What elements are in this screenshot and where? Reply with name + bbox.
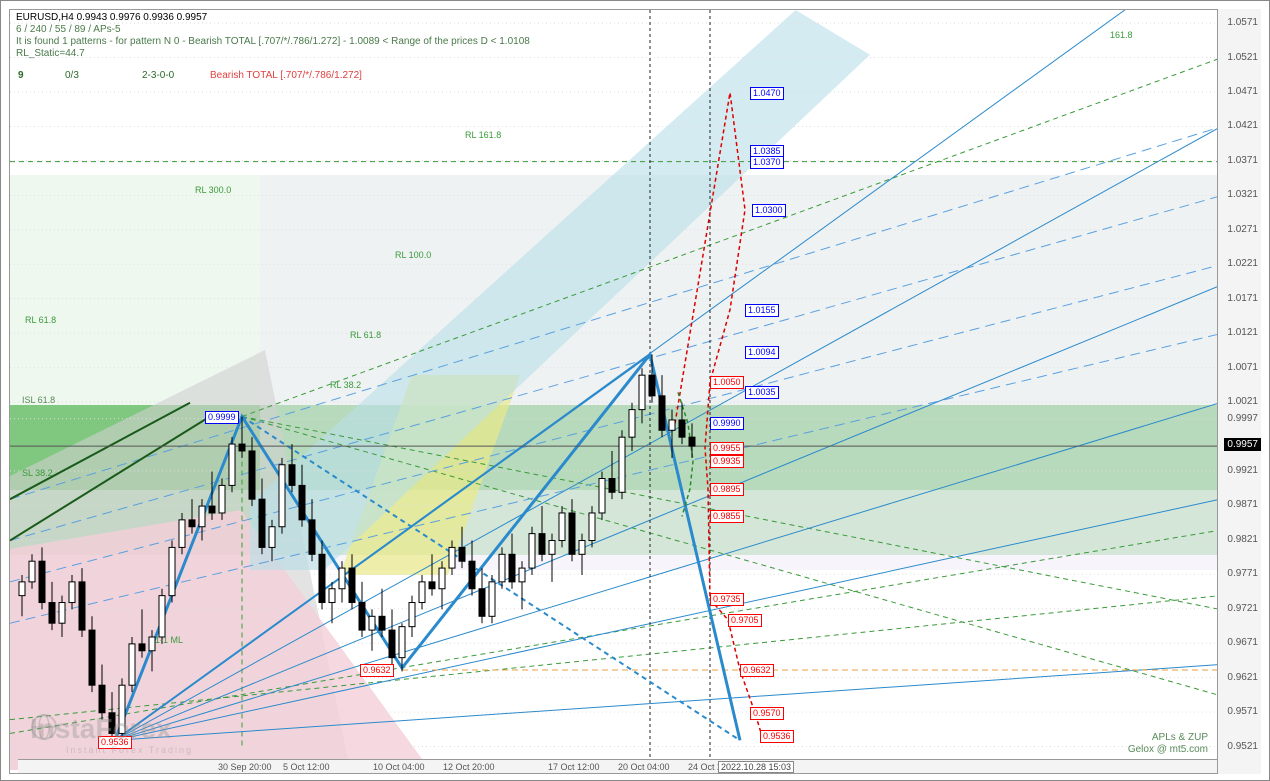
- price-label: 0.9536: [760, 730, 794, 743]
- y-tick: 1.0571: [1227, 17, 1258, 28]
- x-tick: 30 Sep 20:00: [218, 762, 272, 772]
- indicator-03: 0/3: [65, 70, 79, 81]
- x-axis: 30 Sep 20:00 5 Oct 12:00 10 Oct 04:00 12 Oc…: [18, 759, 1228, 773]
- rl-label: RL 100.0: [395, 250, 431, 260]
- price-label: 1.0370: [750, 156, 784, 169]
- plot-area[interactable]: EURUSD,H4 0.9943 0.9976 0.9936 0.9957 6 …: [9, 9, 1219, 774]
- pair-info: EURUSD,H4 0.9943 0.9976 0.9936 0.9957: [16, 12, 207, 23]
- y-tick: 1.0021: [1227, 396, 1258, 407]
- y-tick: 1.0521: [1227, 52, 1258, 63]
- gelox: Gelox @ mt5.com: [1128, 744, 1208, 755]
- rl-label: ISL 61.8: [22, 395, 55, 405]
- y-tick: 0.9671: [1227, 637, 1258, 648]
- price-label: 1.0155: [745, 304, 779, 317]
- y-tick: 1.0421: [1227, 120, 1258, 131]
- date-marker: 2022.10.28 15:03: [718, 761, 794, 773]
- indicator-9: 9: [18, 70, 24, 81]
- rl-label: RL 38.2: [330, 380, 361, 390]
- pattern-info: It is found 1 patterns - for pattern N 0…: [16, 36, 530, 47]
- price-label: 0.9955: [710, 442, 744, 455]
- y-tick: 1.0171: [1227, 293, 1258, 304]
- price-label: 0.9735: [710, 593, 744, 606]
- y-tick: 1.0071: [1227, 362, 1258, 373]
- pattern-label: Bearish TOTAL [.707/*/.786/1.272]: [210, 70, 362, 81]
- chart-container: EURUSD,H4 0.9943 0.9976 0.9936 0.9957 6 …: [0, 0, 1270, 781]
- price-label: 0.9632: [360, 664, 394, 677]
- price-label: 0.9999: [205, 411, 239, 424]
- y-tick: 0.9571: [1227, 706, 1258, 717]
- indicator-2300: 2-3-0-0: [142, 70, 174, 81]
- price-label: 0.9990: [710, 417, 744, 430]
- y-tick: 1.0371: [1227, 155, 1258, 166]
- price-label: 0.9935: [710, 455, 744, 468]
- rl-static: RL_Static=44.7: [16, 48, 85, 59]
- rl-label: RL 61.8: [25, 315, 56, 325]
- price-label: 1.0300: [752, 204, 786, 217]
- y-tick: 0.9997: [1227, 413, 1258, 424]
- price-label: 0.9855: [710, 510, 744, 523]
- y-tick: 1.0271: [1227, 224, 1258, 235]
- price-label: 1.0094: [745, 346, 779, 359]
- x-tick: 12 Oct 20:00: [443, 762, 495, 772]
- y-tick: 0.9871: [1227, 499, 1258, 510]
- price-label: 0.9570: [750, 707, 784, 720]
- params: 6 / 240 / 55 / 89 / APs-5: [16, 24, 121, 35]
- y-tick: 0.9821: [1227, 534, 1258, 545]
- y-tick: 1.0221: [1227, 258, 1258, 269]
- y-tick: 0.9521: [1227, 741, 1258, 752]
- y-tick: 1.0471: [1227, 86, 1258, 97]
- price-label: 1.0470: [750, 87, 784, 100]
- rl-label: RL 61.8: [350, 330, 381, 340]
- y-tick: 1.0121: [1227, 327, 1258, 338]
- rl-label: 161.8: [1110, 30, 1133, 40]
- rl-label: RL 161.8: [465, 130, 501, 140]
- x-tick: 5 Oct 12:00: [283, 762, 330, 772]
- y-axis: 1.0571 1.0521 1.0471 1.0421 1.0371 1.0321 1.02…: [1217, 9, 1261, 774]
- price-label: 1.0050: [710, 376, 744, 389]
- y-tick: 0.9721: [1227, 603, 1258, 614]
- x-tick: 10 Oct 04:00: [373, 762, 425, 772]
- price-label: 1.0035: [745, 386, 779, 399]
- aplzup: APLs & ZUP: [1152, 732, 1208, 743]
- x-tick: 20 Oct 04:00: [618, 762, 670, 772]
- y-tick: 1.0321: [1227, 189, 1258, 200]
- rl-label: SL 38.2: [22, 468, 53, 478]
- price-label: 0.9632: [740, 664, 774, 677]
- price-label: 0.9895: [710, 483, 744, 496]
- watermark: InstaForex Instant Forex Trading: [30, 713, 193, 755]
- rl-label: RL 300.0: [195, 185, 231, 195]
- x-tick: 17 Oct 12:00: [548, 762, 600, 772]
- y-tick: 0.9771: [1227, 568, 1258, 579]
- y-tick: 0.9921: [1227, 465, 1258, 476]
- current-price-marker: 0.9957: [1224, 438, 1261, 451]
- price-label: 0.9705: [728, 614, 762, 627]
- y-tick: 0.9621: [1227, 672, 1258, 683]
- rl-label: 1-1 ML: [155, 635, 183, 645]
